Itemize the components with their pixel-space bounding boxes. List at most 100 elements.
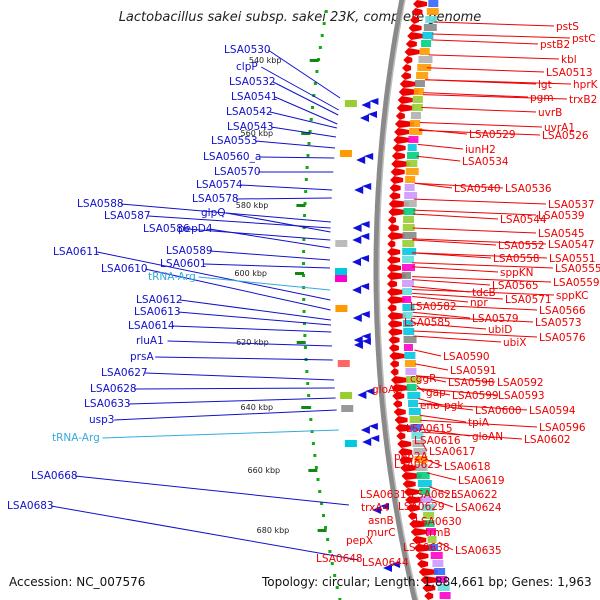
- gene-label-lsa0578: LSA0578: [192, 193, 239, 205]
- feature-band: [416, 72, 429, 79]
- label-leader: [167, 340, 332, 347]
- minor-feature-marks: [335, 100, 357, 447]
- feature-band: [402, 272, 412, 279]
- gene-arrow: [406, 504, 420, 512]
- gene-label-lsa0611: LSA0611: [53, 246, 100, 258]
- tick-dot: [303, 346, 307, 349]
- gene-label-lsa0612: LSA0612: [136, 294, 183, 306]
- gene-arrow: [388, 336, 400, 344]
- gene-arrow: [388, 216, 397, 224]
- gene-arrow: [397, 440, 412, 448]
- tick-mark: [296, 204, 306, 207]
- genome-backbone: [373, 0, 418, 600]
- feature-band: [402, 312, 413, 319]
- gene-label-lsa0630: LSA0630: [415, 516, 462, 528]
- gene-arrow: [392, 392, 405, 400]
- gene-arrow: [389, 192, 401, 200]
- feature-band: [415, 464, 428, 471]
- label-leader: [114, 409, 337, 421]
- gene-label-sppkn: sppKN: [500, 267, 534, 279]
- gene-arrow: [396, 104, 414, 112]
- gene-arrow: [417, 560, 429, 568]
- gene-arrow: [399, 80, 416, 88]
- gene-arrow: [387, 232, 405, 240]
- feature-band: [414, 456, 428, 463]
- gene-label-lsa0610: LSA0610: [101, 263, 148, 275]
- tick-mark: [308, 469, 318, 472]
- feature-band: [412, 440, 425, 447]
- gene-arrow: [387, 224, 399, 232]
- gene-arrow-reverse: [352, 233, 370, 244]
- feature-band: [402, 256, 415, 263]
- feature-band: [439, 592, 451, 599]
- gene-label-gap: gap: [426, 387, 446, 399]
- gene-arrow: [387, 304, 397, 312]
- label-leader: [418, 402, 474, 411]
- label-leader: [411, 279, 491, 286]
- feature-band: [403, 336, 417, 343]
- label-leader: [226, 212, 331, 233]
- gene-arrow: [399, 456, 413, 464]
- gene-arrow-reverse: [372, 503, 390, 514]
- gene-label-lsa0602: LSA0602: [524, 434, 571, 446]
- gene-arrow: [424, 592, 434, 600]
- gene-label-lsa0592: LSA0592: [497, 377, 544, 389]
- tick-dot: [306, 382, 310, 385]
- feature-band: [420, 496, 433, 503]
- gene-label-lsa0513: LSA0513: [546, 67, 593, 79]
- tick-dot: [306, 154, 310, 157]
- label-leader: [271, 126, 337, 138]
- gene-arrow: [403, 488, 419, 496]
- gene-label-pbp2a: pbp2A: [394, 451, 429, 463]
- gene-label-lsa0536: LSA0536: [505, 183, 552, 195]
- gene-arrow: [402, 64, 412, 72]
- feature-band: [418, 56, 433, 63]
- tick-dot: [311, 106, 315, 109]
- label-leader: [210, 250, 331, 261]
- gene-label-lsa0615: LSA0615: [406, 423, 453, 435]
- feature-mark: [335, 240, 348, 247]
- feature-band: [405, 168, 419, 175]
- tick-dot: [302, 238, 306, 241]
- feature-band: [410, 112, 421, 119]
- gene-label-lsa0574: LSA0574: [196, 179, 243, 191]
- feature-band: [404, 192, 418, 199]
- feature-color-bands: [402, 0, 451, 599]
- tick-dot: [324, 10, 328, 13]
- gene-label-usp3: usp3: [89, 414, 114, 426]
- gene-arrow: [387, 240, 396, 248]
- feature-band: [411, 432, 424, 439]
- gene-label-trna-arg: tRNA-Arg: [148, 271, 196, 283]
- gene-arrow: [410, 16, 420, 24]
- label-leader: [415, 363, 449, 371]
- label-leader: [426, 67, 545, 73]
- tick-dot: [310, 430, 314, 433]
- scale-label: 680 kbp: [257, 526, 290, 535]
- gene-label-trmb: trmB: [425, 527, 451, 539]
- label-leader: [274, 96, 338, 125]
- gene-arrow: [411, 8, 423, 16]
- feature-band: [409, 416, 422, 423]
- label-leader: [421, 107, 537, 113]
- feature-band: [408, 408, 421, 415]
- gene-label-lsa0532: LSA0532: [229, 76, 276, 88]
- gene-arrow: [388, 344, 399, 352]
- label-leader: [144, 268, 331, 311]
- feature-band: [403, 344, 413, 351]
- tick-dot: [304, 190, 308, 193]
- gene-label-lsa0565: LSA0565: [492, 280, 539, 292]
- scale-label: 620 kbp: [236, 338, 269, 347]
- feature-band: [426, 8, 439, 15]
- label-leader: [412, 311, 471, 319]
- gene-label-lsa0596: LSA0596: [539, 422, 586, 434]
- tick-dot: [320, 502, 324, 505]
- feature-band: [405, 176, 416, 183]
- tick-mark: [301, 132, 311, 135]
- feature-band: [409, 128, 423, 135]
- gene-label-lsa0631: LSA0631: [360, 489, 407, 501]
- gene-label-lsa0542: LSA0542: [226, 106, 273, 118]
- gene-label-lsa0540: LSA0540: [454, 183, 501, 195]
- gene-label-pepx: pepX: [346, 535, 373, 547]
- gene-arrow: [412, 536, 427, 544]
- label-leader: [415, 375, 447, 383]
